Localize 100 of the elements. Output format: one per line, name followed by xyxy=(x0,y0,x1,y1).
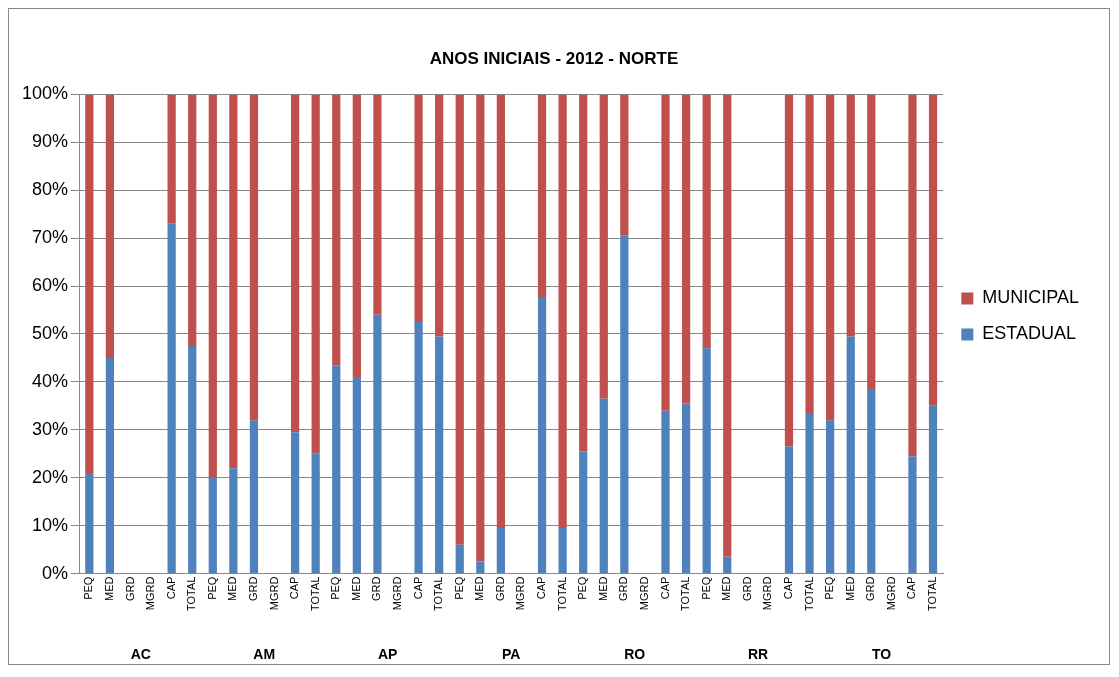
x-tick-label: MGRD xyxy=(144,576,157,611)
text: PA xyxy=(501,646,521,663)
text: AC xyxy=(130,646,151,663)
bar xyxy=(249,94,259,421)
bar xyxy=(352,94,361,378)
x-tick-label: GRD xyxy=(740,576,753,602)
bar xyxy=(105,357,115,574)
text: RR xyxy=(748,646,769,663)
bar xyxy=(826,94,835,421)
x-tick-label: GRD xyxy=(864,576,877,602)
bar xyxy=(928,94,938,406)
x-tick-label: CAP xyxy=(164,576,177,600)
bar xyxy=(208,477,217,574)
x-tick-label: PEQ xyxy=(329,576,342,600)
bar xyxy=(332,94,341,366)
x-tick-label: MED xyxy=(720,576,733,602)
y-tick-label: 40% xyxy=(32,370,69,391)
x-tick-label: MGRD xyxy=(637,576,650,611)
x-tick-label: MED xyxy=(226,576,239,602)
bar xyxy=(85,94,94,473)
bar xyxy=(908,94,917,457)
x-tick-label: CAP xyxy=(288,576,301,600)
bar xyxy=(311,453,320,574)
bar xyxy=(455,544,464,574)
bar xyxy=(537,298,547,574)
bar xyxy=(702,94,711,349)
x-tick-label: TOTAL xyxy=(432,576,445,611)
bar xyxy=(249,420,259,574)
bar xyxy=(414,322,423,574)
y-tick-label: 80% xyxy=(32,179,69,200)
x-tick-label: PEQ xyxy=(452,576,465,600)
y-tick-label: 50% xyxy=(32,322,69,343)
x-tick-label: MED xyxy=(843,576,856,602)
x-tick-label: CAP xyxy=(782,576,795,600)
bar xyxy=(846,336,855,574)
bar xyxy=(599,94,608,399)
bar xyxy=(435,94,444,337)
x-tick-label: MED xyxy=(596,576,609,602)
bar xyxy=(558,528,567,574)
x-tick-label: PEQ xyxy=(823,576,836,600)
x-tick-label: MGRD xyxy=(391,576,404,611)
x-tick-label: GRD xyxy=(123,576,136,602)
bar xyxy=(352,377,361,574)
bar xyxy=(229,94,238,469)
y-tick-label: 60% xyxy=(32,275,69,296)
bar xyxy=(784,94,794,447)
bar xyxy=(723,556,732,574)
text: AM xyxy=(253,646,276,663)
x-tick-label: CAP xyxy=(905,576,918,600)
chart-title: ANOS INICIAIS - 2012 - NORTE xyxy=(429,48,679,68)
x-tick-label: MGRD xyxy=(514,576,527,611)
bar xyxy=(908,456,917,574)
bar xyxy=(579,451,588,574)
bar xyxy=(373,314,382,574)
x-tick-label: MED xyxy=(102,576,115,602)
x-tick-label: MGRD xyxy=(761,576,774,611)
bar xyxy=(620,235,629,574)
bar xyxy=(290,432,300,574)
y-tick-label: 90% xyxy=(32,131,69,152)
x-tick-label: PEQ xyxy=(82,576,95,600)
bar xyxy=(188,94,197,346)
bar xyxy=(311,94,320,454)
text: RO xyxy=(624,646,646,663)
text: TO xyxy=(871,646,892,663)
x-tick-label: PEQ xyxy=(576,576,589,600)
bar xyxy=(476,94,485,562)
bar xyxy=(620,94,629,236)
bar xyxy=(579,94,588,452)
bar xyxy=(496,528,506,574)
bar xyxy=(826,420,835,574)
bar xyxy=(188,345,197,574)
bar xyxy=(167,94,176,224)
text: AP xyxy=(377,646,398,663)
y-tick-label: 20% xyxy=(32,466,69,487)
bar xyxy=(805,94,814,414)
bar xyxy=(846,94,855,337)
x-tick-label: TOTAL xyxy=(185,576,198,611)
x-tick-label: PEQ xyxy=(699,576,712,600)
x-tick-label: CAP xyxy=(411,576,424,600)
x-tick-label: TOTAL xyxy=(802,576,815,611)
bar xyxy=(599,398,608,574)
bar xyxy=(723,94,732,557)
bar xyxy=(167,223,176,574)
bar xyxy=(681,94,691,404)
x-tick-label: GRD xyxy=(246,576,259,602)
x-tick-label: MED xyxy=(473,576,486,602)
bar xyxy=(681,403,691,574)
legend-label: ESTADUAL xyxy=(982,323,1077,344)
bar xyxy=(290,94,300,433)
bar xyxy=(702,348,711,574)
bar xyxy=(208,94,217,478)
legend-label: MUNICIPAL xyxy=(982,287,1080,308)
x-tick-label: CAP xyxy=(535,576,548,600)
bar xyxy=(229,468,238,574)
x-tick-label: TOTAL xyxy=(926,576,939,611)
bar xyxy=(537,94,547,299)
x-tick-label: GRD xyxy=(617,576,630,602)
x-tick-label: GRD xyxy=(493,576,506,602)
bar xyxy=(85,472,94,574)
bar xyxy=(867,389,876,574)
